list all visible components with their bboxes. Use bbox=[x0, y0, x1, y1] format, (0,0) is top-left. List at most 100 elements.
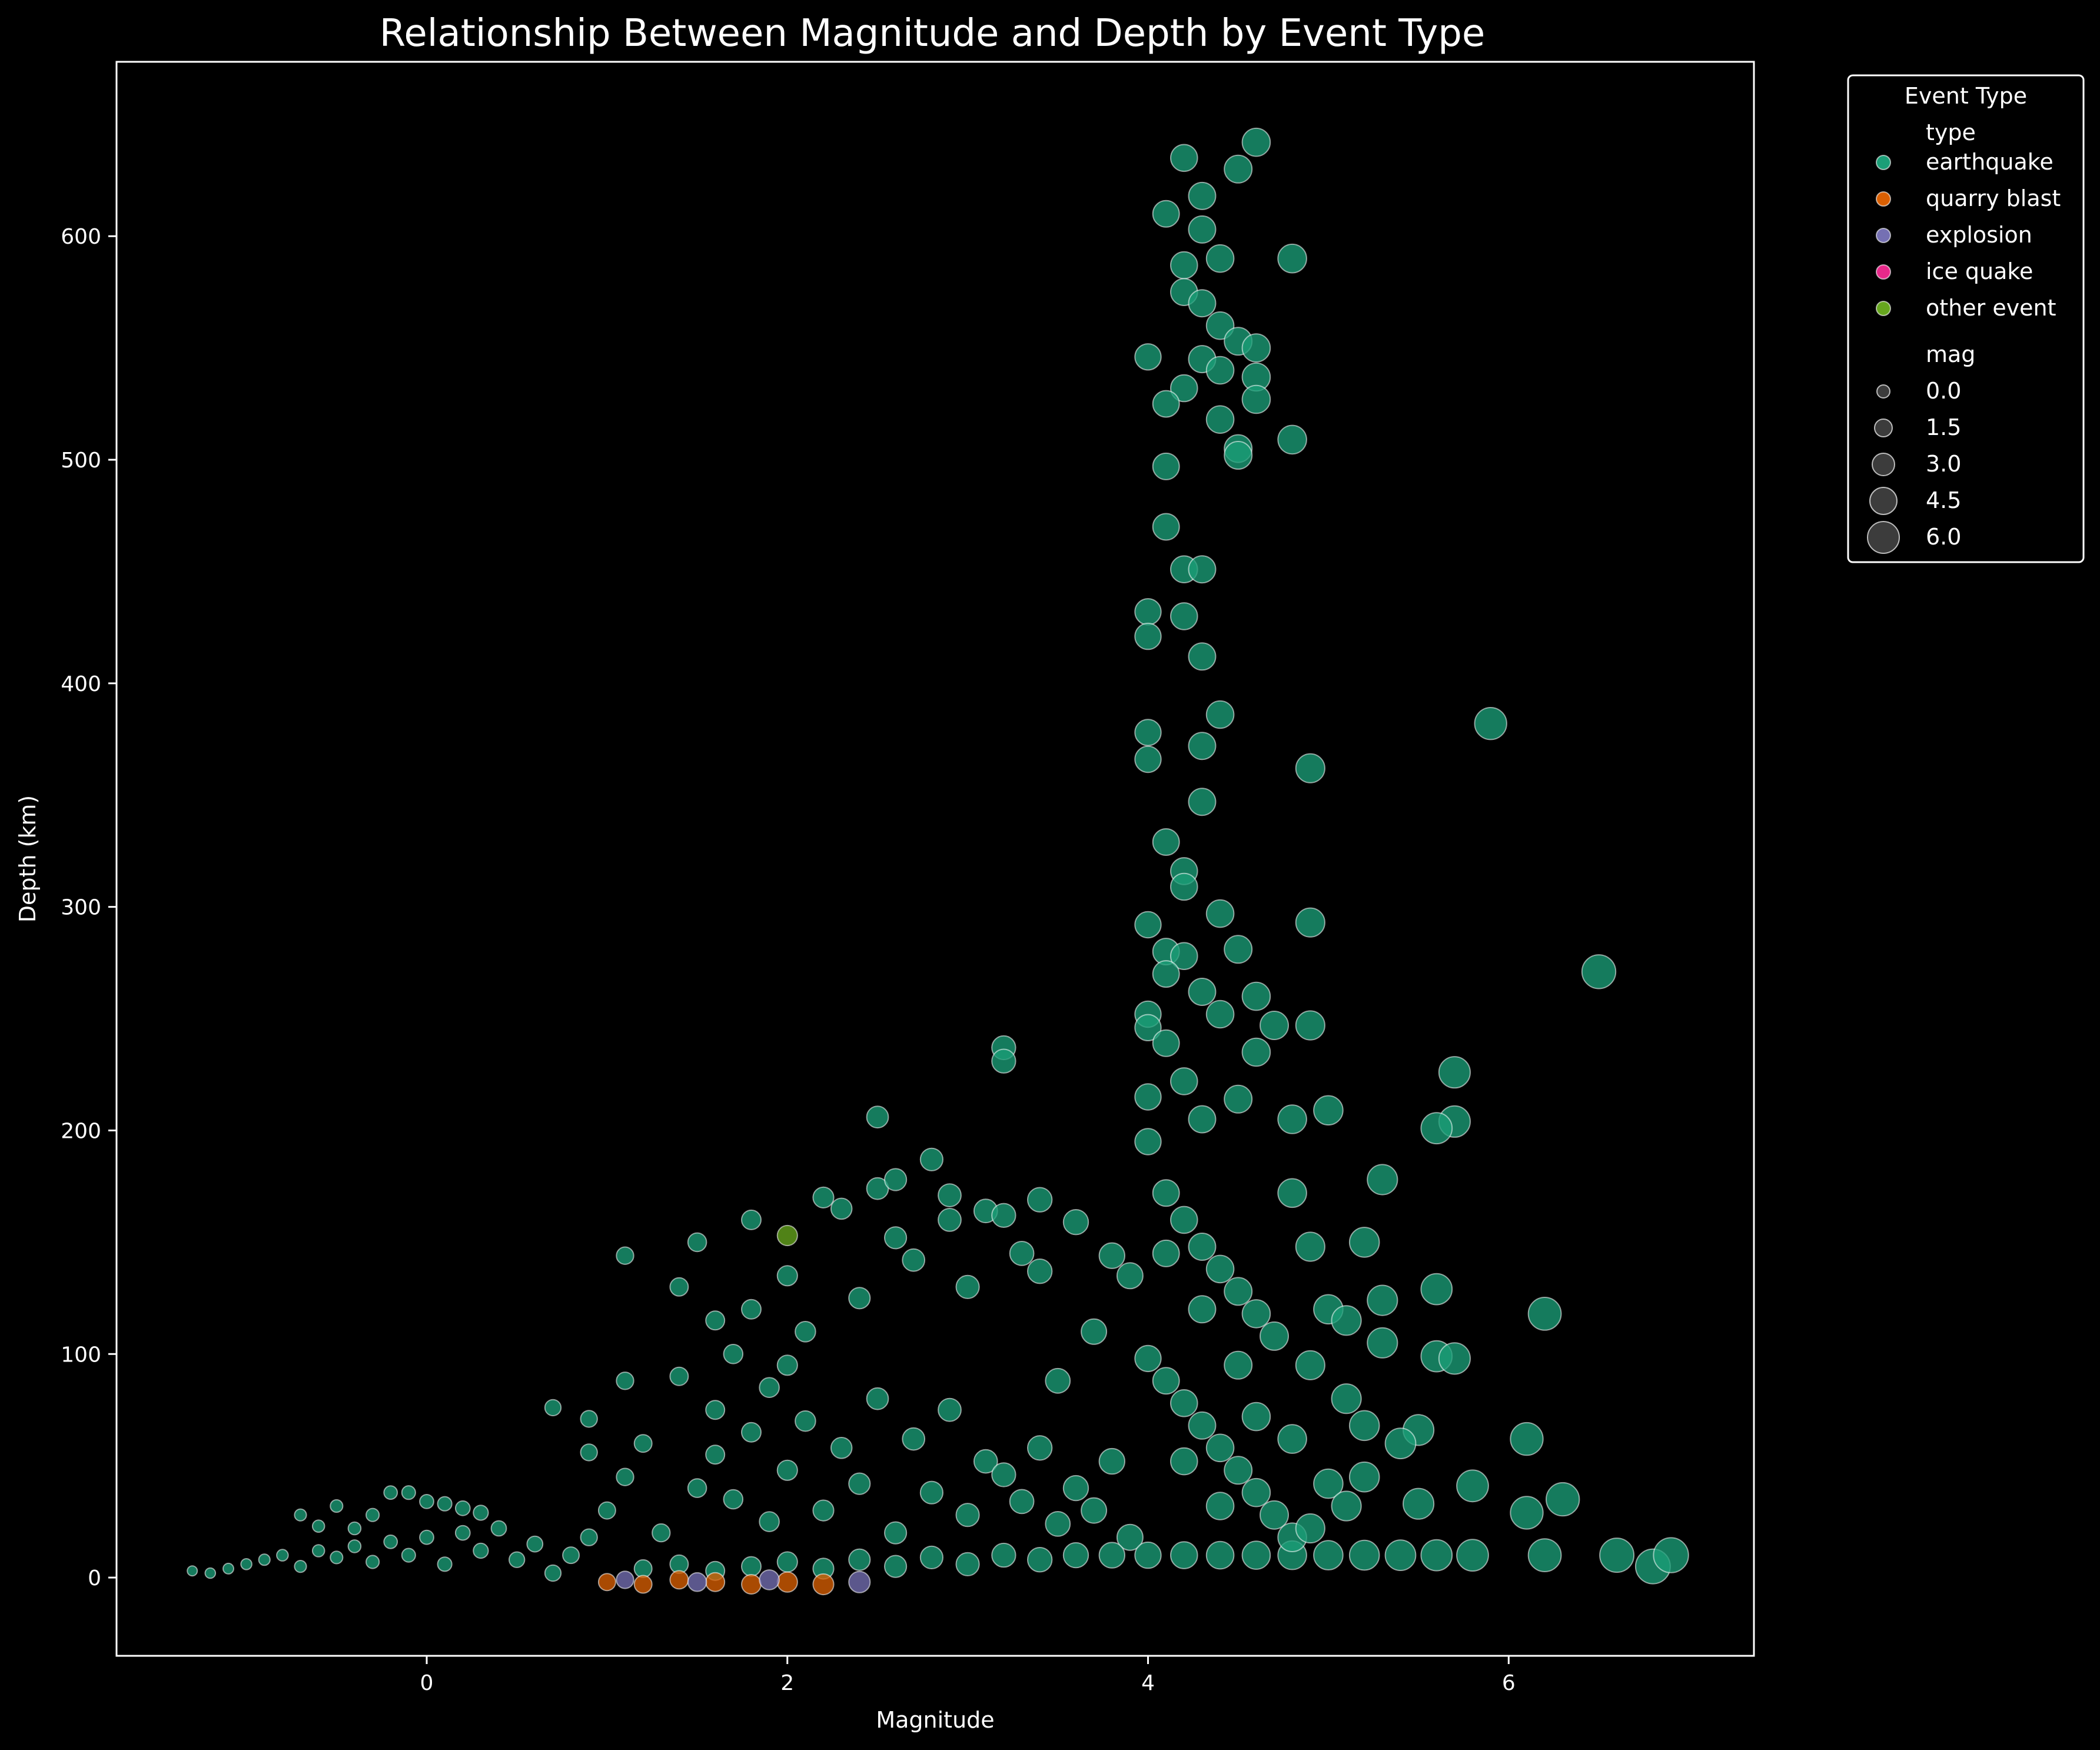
data-point bbox=[1134, 911, 1162, 939]
data-point bbox=[526, 1535, 544, 1553]
data-point bbox=[902, 1248, 926, 1272]
data-point bbox=[884, 1521, 908, 1545]
data-point bbox=[1081, 1318, 1108, 1345]
data-point bbox=[812, 1186, 835, 1209]
x-axis: 0 2 4 6 bbox=[420, 1656, 1516, 1695]
data-point bbox=[1205, 700, 1235, 729]
data-point bbox=[473, 1505, 489, 1521]
data-point bbox=[222, 1562, 234, 1575]
data-point bbox=[1027, 1258, 1053, 1284]
data-point bbox=[848, 1287, 871, 1310]
data-point bbox=[633, 1434, 653, 1453]
data-point bbox=[991, 1462, 1016, 1487]
data-point bbox=[616, 1570, 634, 1589]
data-point bbox=[1331, 1383, 1362, 1414]
data-point bbox=[580, 1528, 598, 1546]
data-point bbox=[884, 1226, 908, 1250]
legend-size-marker bbox=[1876, 384, 1890, 399]
legend-label: explosion bbox=[1926, 222, 2032, 248]
y-tick-label: 0 bbox=[88, 1566, 101, 1590]
data-point bbox=[1134, 343, 1162, 371]
data-point bbox=[741, 1209, 762, 1230]
data-point bbox=[597, 1501, 616, 1520]
data-point bbox=[1045, 1511, 1071, 1537]
data-point bbox=[1367, 1164, 1398, 1196]
y-tick-label: 600 bbox=[61, 225, 101, 249]
data-point bbox=[759, 1511, 780, 1532]
data-point bbox=[294, 1508, 307, 1522]
data-point bbox=[1009, 1489, 1035, 1515]
data-point bbox=[919, 1480, 944, 1505]
data-point bbox=[1277, 243, 1307, 274]
data-point bbox=[1527, 1297, 1562, 1331]
data-point bbox=[1384, 1539, 1417, 1572]
data-point bbox=[741, 1299, 762, 1320]
data-point bbox=[365, 1555, 380, 1569]
legend-size-label: 4.5 bbox=[1926, 487, 1961, 513]
data-point bbox=[1188, 642, 1217, 671]
data-point bbox=[580, 1410, 598, 1428]
data-point bbox=[884, 1555, 908, 1578]
data-point bbox=[705, 1310, 726, 1331]
data-point bbox=[1277, 1424, 1307, 1454]
data-point bbox=[1510, 1496, 1544, 1530]
data-point bbox=[509, 1551, 526, 1568]
data-point bbox=[669, 1277, 689, 1297]
data-point bbox=[401, 1485, 416, 1500]
data-point bbox=[848, 1548, 871, 1571]
data-point bbox=[562, 1546, 580, 1565]
data-point bbox=[1241, 1540, 1271, 1570]
data-point bbox=[687, 1572, 707, 1592]
data-point bbox=[1170, 1447, 1198, 1476]
legend-label: other event bbox=[1926, 295, 2056, 321]
y-tick-label: 400 bbox=[61, 672, 101, 696]
data-point bbox=[1188, 732, 1217, 761]
data-point bbox=[741, 1574, 762, 1595]
data-point bbox=[1205, 1254, 1235, 1284]
data-point bbox=[1224, 441, 1253, 470]
data-point bbox=[365, 1507, 380, 1522]
data-point bbox=[1170, 602, 1198, 630]
data-point bbox=[1224, 1277, 1253, 1306]
y-tick-label: 500 bbox=[61, 449, 101, 473]
data-point bbox=[1348, 1461, 1380, 1493]
data-point bbox=[1205, 899, 1235, 928]
data-point bbox=[616, 1372, 634, 1390]
data-point bbox=[1438, 1056, 1471, 1089]
legend-size-marker bbox=[1872, 453, 1895, 476]
data-point bbox=[1295, 753, 1325, 783]
data-point bbox=[776, 1354, 798, 1376]
data-point bbox=[955, 1552, 980, 1576]
data-point bbox=[1152, 1367, 1180, 1395]
data-point bbox=[705, 1572, 726, 1592]
data-point bbox=[938, 1208, 962, 1232]
data-point bbox=[311, 1544, 325, 1558]
data-point bbox=[1456, 1539, 1489, 1572]
y-axis: 0 100 200 300 400 500 600 bbox=[61, 225, 117, 1590]
legend-title: Event Type bbox=[1905, 83, 2027, 109]
legend-label: quarry blast bbox=[1926, 185, 2061, 211]
data-point bbox=[1170, 942, 1198, 970]
data-point bbox=[1241, 1299, 1271, 1329]
data-point bbox=[1241, 127, 1271, 157]
y-tick-label: 200 bbox=[61, 1119, 101, 1143]
data-point bbox=[705, 1445, 726, 1465]
y-axis-label: Depth (km) bbox=[15, 795, 41, 923]
data-point bbox=[1420, 1539, 1453, 1572]
data-point bbox=[1438, 1342, 1471, 1375]
data-point bbox=[1205, 1492, 1235, 1520]
data-point bbox=[955, 1503, 980, 1527]
data-point bbox=[741, 1556, 762, 1577]
data-point bbox=[1152, 200, 1180, 228]
data-point bbox=[1295, 1350, 1325, 1380]
data-point bbox=[776, 1551, 798, 1573]
data-point bbox=[741, 1422, 762, 1443]
data-point bbox=[1152, 390, 1180, 418]
data-point bbox=[1420, 1273, 1453, 1306]
data-point bbox=[759, 1377, 780, 1398]
data-point bbox=[1134, 745, 1162, 773]
data-point bbox=[991, 1542, 1016, 1568]
data-point bbox=[1152, 1179, 1180, 1207]
